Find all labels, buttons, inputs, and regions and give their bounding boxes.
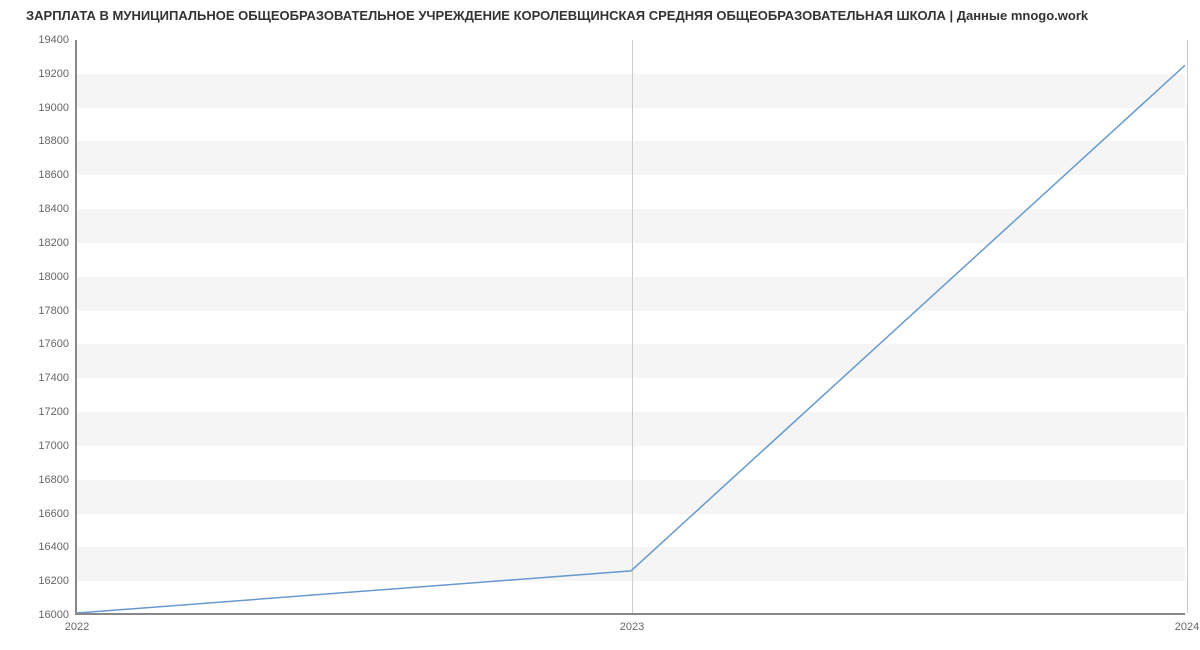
x-tick-label: 2022 [65, 621, 89, 633]
y-tick-label: 17000 [38, 440, 69, 452]
y-tick-label: 16200 [38, 575, 69, 587]
y-tick-label: 18200 [38, 237, 69, 249]
y-tick-label: 19200 [38, 68, 69, 80]
grid-band [77, 344, 1185, 378]
grid-line-vertical [632, 40, 633, 613]
grid-band [77, 412, 1185, 446]
y-tick-label: 18400 [38, 203, 69, 215]
y-tick-label: 16000 [38, 609, 69, 621]
y-tick-label: 17800 [38, 305, 69, 317]
y-tick-label: 19400 [38, 34, 69, 46]
y-tick-label: 18000 [38, 271, 69, 283]
grid-band [77, 547, 1185, 581]
grid-band [77, 277, 1185, 311]
grid-line-vertical [1187, 40, 1188, 613]
chart-container: 1600016200164001660016800170001720017400… [75, 40, 1185, 615]
grid-band [77, 209, 1185, 243]
chart-title: ЗАРПЛАТА В МУНИЦИПАЛЬНОЕ ОБЩЕОБРАЗОВАТЕЛ… [26, 8, 1088, 23]
y-tick-label: 17200 [38, 406, 69, 418]
data-line-svg [77, 40, 1185, 613]
y-tick-label: 18800 [38, 135, 69, 147]
x-tick-label: 2023 [620, 621, 644, 633]
grid-band [77, 480, 1185, 514]
y-tick-label: 19000 [38, 102, 69, 114]
y-tick-label: 16600 [38, 508, 69, 520]
grid-band [77, 74, 1185, 108]
y-tick-label: 18600 [38, 169, 69, 181]
y-tick-label: 16800 [38, 474, 69, 486]
y-tick-label: 17400 [38, 372, 69, 384]
grid-band [77, 141, 1185, 175]
y-tick-label: 17600 [38, 338, 69, 350]
x-tick-label: 2024 [1175, 621, 1199, 633]
y-tick-label: 16400 [38, 541, 69, 553]
plot-area: 1600016200164001660016800170001720017400… [75, 40, 1185, 615]
